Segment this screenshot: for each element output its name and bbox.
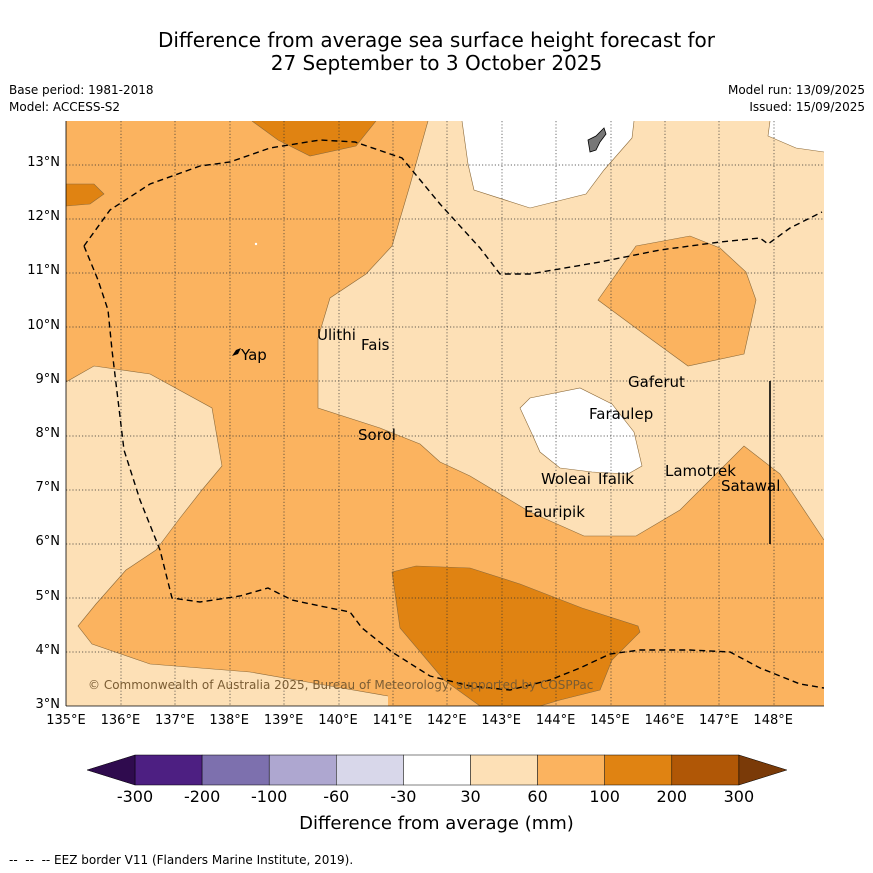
map-grid — [66, 121, 824, 706]
lat-tick-label: 10°N — [27, 317, 60, 333]
lon-tick-label: 143°E — [481, 713, 521, 728]
colorbar-bin — [671, 754, 740, 786]
lon-tick-label: 142°E — [427, 713, 467, 728]
lat-tick-label: 5°N — [35, 588, 61, 604]
field-100-200-south — [392, 566, 640, 706]
chart-title-line1: Difference from average sea surface heig… — [157, 28, 716, 52]
colorbar-tick-label: 300 — [723, 787, 755, 806]
copyright-text: © Commonwealth of Australia 2025, Bureau… — [88, 678, 594, 692]
field-60-100-east — [598, 236, 756, 366]
lon-tick-label: 136°E — [100, 713, 141, 728]
lon-tick-label: 144°E — [535, 713, 576, 728]
issued-text: Issued: 15/09/2025 — [749, 100, 865, 114]
model-run-text: Model run: 13/09/2025 — [727, 83, 865, 97]
lon-tick-label: 135°E — [46, 713, 86, 728]
lon-tick-label: 140°E — [318, 713, 358, 728]
colorbar-tick-label: -200 — [183, 787, 221, 806]
contour-lines — [66, 121, 824, 706]
field-100-200-north — [252, 121, 376, 156]
colorbar-bin — [403, 754, 471, 786]
lat-tick-label: 12°N — [27, 209, 60, 225]
colorbar-bin — [268, 754, 337, 786]
place-woleai: Woleai — [541, 470, 591, 488]
chart-title-line2: 27 September to 3 October 2025 — [270, 51, 603, 75]
colorbar-tick-label: -100 — [251, 787, 288, 806]
yap-island-icon — [232, 348, 241, 356]
colorbar-tick-label: 60 — [527, 787, 548, 806]
lon-tick-label: 147°E — [699, 713, 739, 728]
colorbar-tick-label: 100 — [589, 787, 620, 806]
place-faraulep: Faraulep — [589, 405, 654, 423]
eez-footnote: -- -- -- EEZ border V11 (Flanders Marine… — [9, 853, 354, 867]
lon-tick-label: 139°E — [263, 713, 304, 728]
colorbar-tick-label: -300 — [116, 787, 154, 806]
field-30-60-south-west — [66, 366, 388, 706]
colorbar-extend-high — [738, 754, 788, 786]
lon-tick-label: 146°E — [644, 713, 685, 728]
colorbar-bin — [604, 754, 673, 786]
lat-tick-label: 11°N — [27, 263, 60, 279]
lat-tick-label: 13°N — [27, 155, 60, 170]
lon-tick-label: 137°E — [155, 713, 195, 728]
colorbar-extend-low — [86, 754, 136, 786]
lat-tick-label: 6°N — [35, 534, 61, 550]
lon-tick-label: 141°E — [372, 713, 413, 728]
lon-tick-label: 145°E — [590, 713, 630, 728]
lon-tick-label: 138°E — [209, 713, 249, 728]
lat-tick-label: 4°N — [35, 642, 61, 658]
guam-island-icon — [587, 127, 607, 153]
small-island-icon — [254, 242, 258, 246]
field-neutral-north-east — [768, 121, 824, 152]
colorbar-tick-label: 200 — [656, 787, 688, 806]
lat-tick-label: 8°N — [35, 426, 61, 441]
place-ulithi: Ulithi — [317, 326, 356, 344]
colorbar-bin — [336, 754, 404, 786]
lat-tick-label: 9°N — [35, 371, 61, 387]
model-text: Model: ACCESS-S2 — [9, 100, 121, 114]
colorbar-tick-label: -30 — [390, 787, 417, 806]
colorbar-tick-label: 30 — [460, 787, 481, 806]
colorbar-bin — [201, 754, 270, 786]
place-lamotrek: Lamotrek — [665, 462, 736, 480]
colorbar — [86, 754, 788, 786]
colorbar-bin — [134, 754, 203, 786]
map-field — [66, 121, 824, 706]
base-period-text: Base period: 1981-2018 — [9, 83, 154, 97]
colorbar-bin — [537, 754, 605, 786]
place-fais: Fais — [361, 336, 390, 354]
colorbar-bin — [470, 754, 538, 786]
place-gaferut: Gaferut — [628, 373, 685, 391]
place-eauripik: Eauripik — [524, 503, 585, 521]
place-yap: Yap — [241, 346, 267, 364]
place-ifalik: Ifalik — [598, 470, 634, 488]
lat-tick-label: 7°N — [35, 480, 61, 496]
lon-tick-label: 148°E — [753, 713, 793, 728]
colorbar-label: Difference from average (mm) — [299, 813, 574, 834]
field-neutral-central — [520, 388, 642, 474]
colorbar-tick-label: -60 — [323, 787, 350, 806]
eez-border — [83, 139, 824, 691]
place-satawal: Satawal — [721, 477, 781, 495]
lat-tick-label: 3°N — [35, 697, 61, 712]
field-60-100-north-west — [66, 121, 824, 706]
place-sorol: Sorol — [358, 426, 396, 444]
